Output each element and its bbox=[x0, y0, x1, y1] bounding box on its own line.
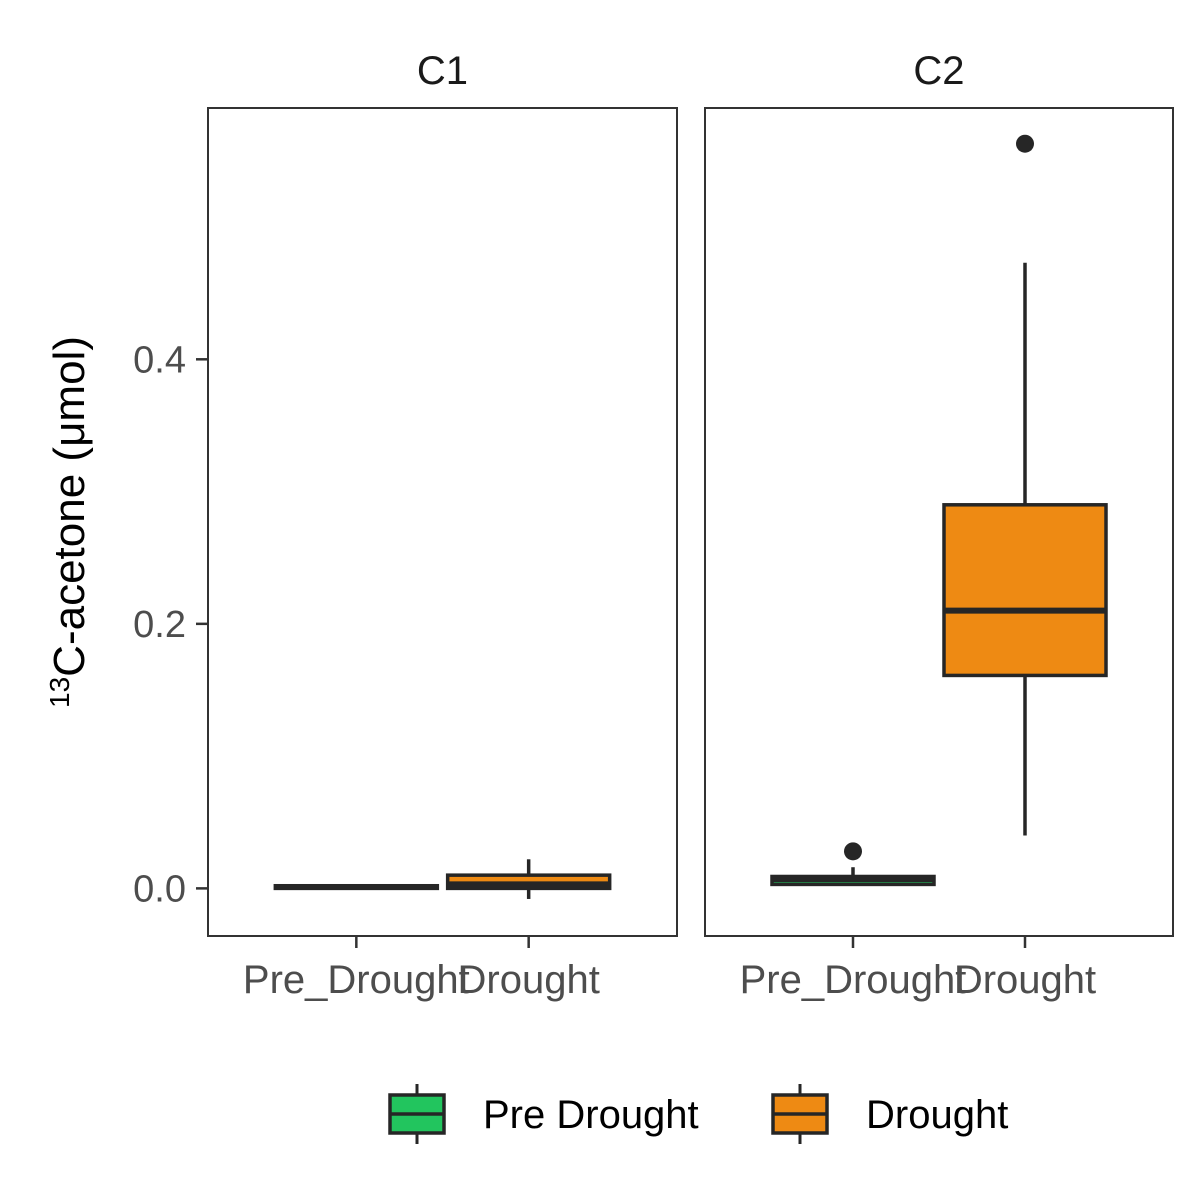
legend-label: Drought bbox=[866, 1093, 1008, 1137]
y-tick-label: 0.0 bbox=[133, 868, 186, 910]
outlier-point bbox=[1016, 134, 1034, 153]
legend-label: Pre Drought bbox=[483, 1093, 699, 1137]
y-axis-label-text: C-acetone (μmol) bbox=[45, 336, 94, 677]
y-axis-label: 13C-acetone (μmol) bbox=[44, 336, 95, 708]
box-pre-drought bbox=[273, 883, 440, 891]
legend: Pre Drought Drought bbox=[388, 1084, 1008, 1144]
box-drought bbox=[942, 134, 1108, 836]
legend-entry: Pre Drought bbox=[388, 1084, 699, 1144]
box-pre-drought bbox=[770, 842, 936, 887]
y-tick-label: 0.4 bbox=[133, 339, 186, 381]
outlier-point bbox=[844, 842, 862, 861]
x-tick-label: Pre_Drought bbox=[740, 958, 967, 1002]
x-tick-label: Drought bbox=[954, 958, 1096, 1002]
x-tick-label: Drought bbox=[458, 958, 600, 1002]
legend-entry: Drought bbox=[771, 1084, 1008, 1144]
panel-title: C2 bbox=[913, 49, 964, 93]
box-drought bbox=[445, 859, 612, 899]
x-tick-label: Pre_Drought bbox=[243, 958, 470, 1002]
box-body bbox=[942, 503, 1108, 678]
y-tick-label: 0.2 bbox=[133, 604, 186, 646]
panel-title: C1 bbox=[417, 49, 468, 93]
panel-border bbox=[207, 107, 678, 937]
y-axis-label-superscript: 13 bbox=[44, 677, 75, 708]
panel-border bbox=[704, 107, 1174, 937]
